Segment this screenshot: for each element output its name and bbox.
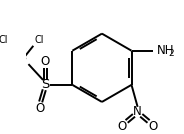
Text: N: N: [133, 105, 142, 118]
Text: Cl: Cl: [35, 35, 44, 45]
Text: O: O: [40, 55, 49, 68]
Text: Cl: Cl: [0, 35, 8, 45]
Text: O: O: [35, 102, 45, 115]
Text: 2: 2: [169, 49, 174, 58]
Text: O: O: [117, 120, 126, 133]
Text: NH: NH: [157, 44, 175, 57]
Text: S: S: [41, 78, 50, 91]
Text: O: O: [149, 120, 158, 133]
